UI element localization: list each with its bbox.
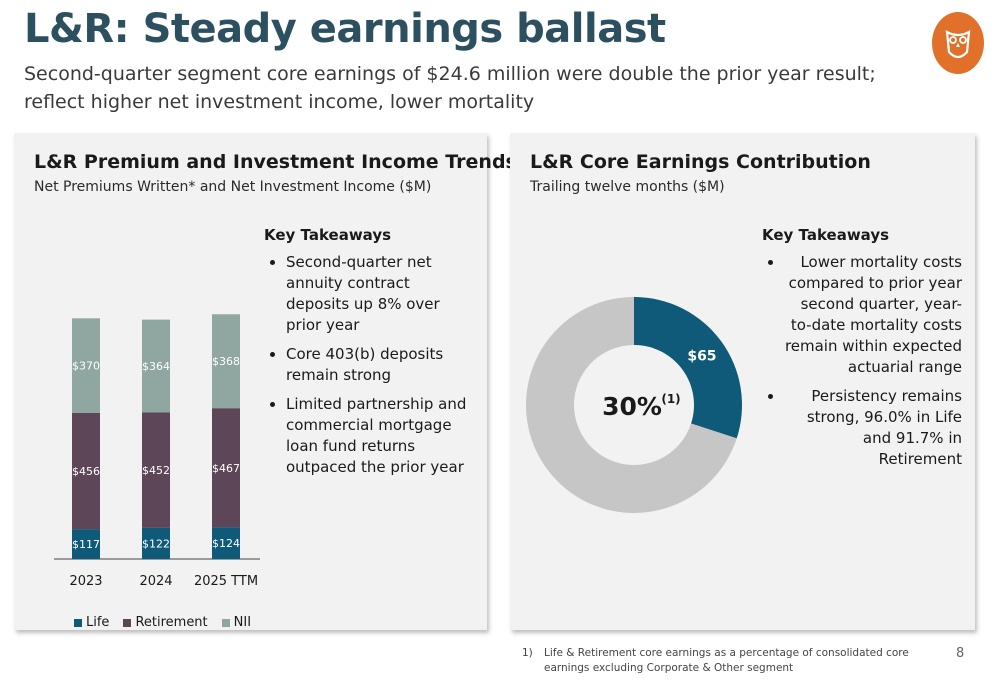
bar-segment-life [212,527,240,559]
bar-value-label: $122 [142,537,170,550]
legend-label: Retirement [135,615,208,630]
bar-segment-retirement [72,412,100,530]
footnote-number: 1) [522,647,533,659]
takeaway-item: Limited partnership and commercial mortg… [286,394,474,478]
donut-chart: $65 30% (1) [526,297,742,513]
key-takeaways: Key Takeaways Lower mortality costs comp… [762,226,962,478]
takeaway-item: Persistency remains strong, 96.0% in Lif… [784,386,962,470]
owl-logo-icon [932,12,984,74]
key-takeaways-title: Key Takeaways [762,226,890,244]
stacked-bar-chart: $117 $456 $370 2023 $122 $452 $364 2024 $124 $467… [54,314,260,589]
legend-label: Life [86,615,110,630]
key-takeaways-title: Key Takeaways [264,226,392,244]
bar-value-label: $456 [72,465,100,478]
bar-value-label: $370 [72,360,100,373]
bar-segment-life [142,527,170,559]
donut-slice [634,297,742,439]
legend-item-nii: NII [221,615,252,630]
page-number: 8 [956,646,965,661]
slice-value-label: $65 [687,349,716,365]
donut-center-label: 30% [602,392,662,421]
takeaway-item: Lower mortality costs compared to prior … [784,252,962,378]
bar-segment-retirement [212,408,240,528]
panel-subtitle: Net Premiums Written* and Net Investment… [34,179,432,195]
legend-swatch [221,618,230,627]
bar-value-label: $368 [212,355,240,368]
panel-subtitle: Trailing twelve months ($M) [530,179,725,195]
legend-swatch [123,618,132,627]
bar-segment-nii [72,318,100,413]
footnote-marker: (1) [661,392,680,406]
legend-swatch [74,618,82,627]
key-takeaways: Key Takeaways Second-quarter net annuity… [264,226,474,486]
chart-legend: Life Retirement NII [74,615,251,630]
panel-title: L&R Core Earnings Contribution [530,151,871,173]
page-title: L&R: Steady earnings ballast [24,6,666,52]
legend-item-life: Life [74,615,109,630]
x-tick-label: 2024 [139,574,172,589]
panel-title: L&R Premium and Investment Income Trends [34,151,517,173]
bar-segment-life [72,529,100,559]
bar-value-label: $364 [142,360,170,373]
bar-value-label: $124 [212,537,240,550]
takeaway-list: Second-quarter net annuity contract depo… [264,252,474,478]
legend-label: NII [233,615,252,630]
bar-segment-nii [142,319,170,413]
bar-segment-retirement [142,412,170,528]
bar-segment-nii [212,314,240,409]
x-tick-label: 2023 [69,574,102,589]
footnote-text: Life & Retirement core earnings as a per… [544,647,909,674]
bar-value-label: $117 [72,538,100,551]
bar-value-label: $467 [212,462,240,475]
core-earnings-panel: L&R Core Earnings Contribution Trailing … [510,133,975,630]
takeaway-item: Core 403(b) deposits remain strong [286,344,474,386]
bar-value-label: $452 [142,464,170,477]
page-subtitle: Second-quarter segment core earnings of … [24,63,876,113]
takeaway-list: Lower mortality costs compared to prior … [762,252,962,470]
x-tick-label: 2025 TTM [194,574,258,589]
donut-slice [526,297,737,513]
premium-income-panel: L&R Premium and Investment Income Trends… [14,133,517,630]
legend-item-retirement: Retirement [123,615,208,630]
footnote: 1) Life & Retirement core earnings as a … [522,646,920,676]
takeaway-item: Second-quarter net annuity contract depo… [286,252,474,336]
